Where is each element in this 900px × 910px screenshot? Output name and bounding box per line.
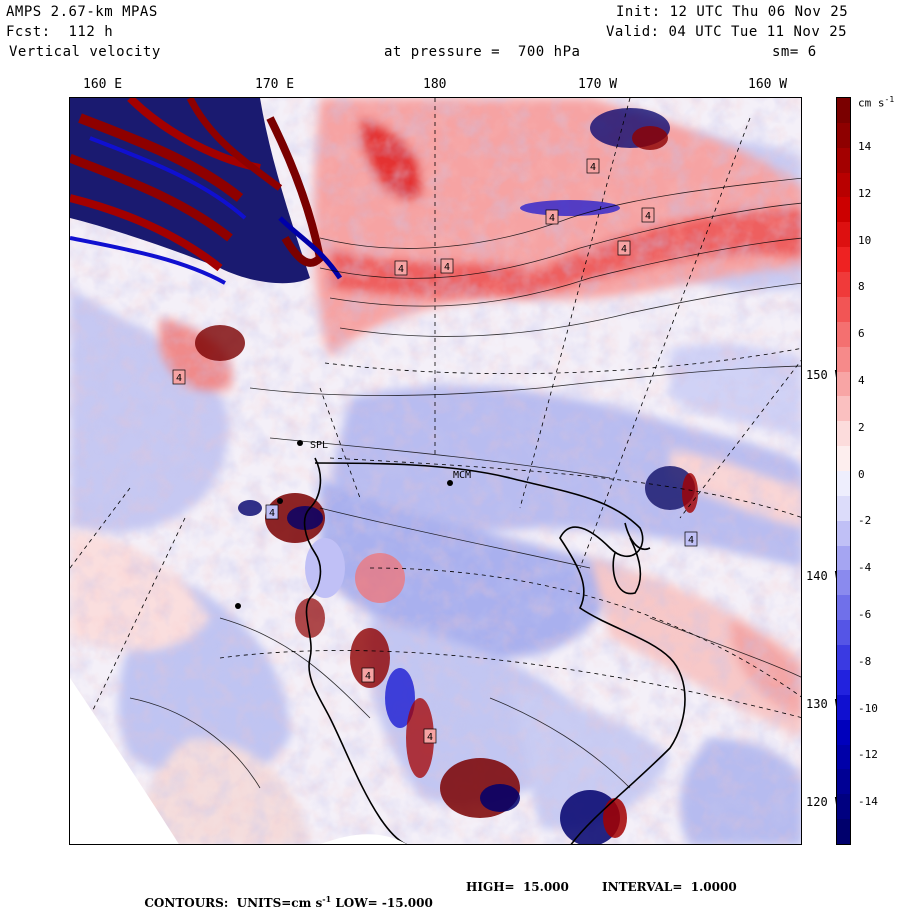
colorbar-segment xyxy=(837,446,850,472)
svg-text:4: 4 xyxy=(590,162,596,173)
graticule-lines xyxy=(70,98,801,759)
colorbar-segment xyxy=(837,744,850,770)
colorbar-segment xyxy=(837,545,850,571)
station-markers: MCM SPL xyxy=(235,440,471,609)
field-name: Vertical velocity xyxy=(9,44,161,60)
init-time: Init: 12 UTC Thu 06 Nov 25 xyxy=(616,4,849,20)
no-data-region xyxy=(70,788,148,844)
station-dot xyxy=(447,480,453,486)
colorbar-segment xyxy=(837,147,850,174)
colorbar-segment xyxy=(837,222,850,248)
colorbar-tick-label: 14 xyxy=(858,140,872,153)
pressure-level: at pressure = 700 hPa xyxy=(384,44,581,60)
footer-interval: INTERVAL= 1.0000 xyxy=(602,880,737,894)
colorbar-segment xyxy=(837,669,850,696)
colorbar-segment xyxy=(837,396,850,422)
lat-label-130w: 130 W xyxy=(806,697,843,711)
no-data-region xyxy=(320,834,407,844)
colorbar-segment xyxy=(837,495,850,522)
station-label-spl: SPL xyxy=(310,440,328,451)
colorbar-segment xyxy=(837,471,850,497)
lon-label-170w: 170 W xyxy=(578,77,618,92)
model-title: AMPS 2.67-km MPAS xyxy=(6,4,158,20)
lon-label-180: 180 xyxy=(423,77,447,92)
forecast-hour: Fcst: 112 h xyxy=(6,24,114,40)
lat-label-140w: 140 W xyxy=(806,569,843,583)
colorbar-segment xyxy=(837,421,850,447)
colorbar-segment xyxy=(837,794,850,820)
colorbar-segment xyxy=(837,272,850,298)
colorbar-segment xyxy=(837,645,850,671)
station-dot xyxy=(277,498,283,504)
colorbar-segment xyxy=(837,570,850,596)
colorbar-tick-label: 12 xyxy=(858,186,872,200)
contour-value-labels: 4 4 4 4 4 4 4 4 4 4 4 xyxy=(172,158,698,744)
svg-text:4: 4 xyxy=(269,508,275,519)
colorbar-segment xyxy=(837,620,850,646)
smoothing-value: sm= 6 xyxy=(772,44,817,60)
coastlines xyxy=(303,457,686,844)
colorbar-tick-label: 6 xyxy=(858,327,865,341)
colorbar-segment xyxy=(837,321,850,348)
colorbar xyxy=(836,97,851,845)
svg-text:4: 4 xyxy=(444,262,450,273)
svg-text:4: 4 xyxy=(621,244,627,255)
colorbar-units: cm s-1 xyxy=(858,95,895,110)
svg-text:4: 4 xyxy=(688,535,694,546)
colorbar-tick-label: -6 xyxy=(858,608,872,621)
colorbar-segment xyxy=(837,247,850,273)
colorbar-segment xyxy=(837,296,850,323)
transantarctic-wave-bands xyxy=(70,98,343,285)
colorbar-tick-label: -10 xyxy=(858,701,878,715)
lat-label-120w: 120 W xyxy=(806,795,843,809)
colorbar-tick-label: -14 xyxy=(858,795,878,809)
colorbar-segment xyxy=(837,719,850,746)
colorbar-segment xyxy=(837,595,850,621)
colorbar-tick-label: 8 xyxy=(858,280,865,294)
svg-text:4: 4 xyxy=(176,373,182,384)
colorbar-segment xyxy=(837,172,850,198)
svg-text:4: 4 xyxy=(365,671,371,682)
svg-text:4: 4 xyxy=(549,213,555,224)
colorbar-segment xyxy=(837,346,850,373)
lon-label-160e: 160 E xyxy=(83,77,123,92)
lon-label-170e: 170 E xyxy=(255,77,295,92)
colorbar-tick-label: 4 xyxy=(858,374,865,387)
station-dot xyxy=(235,603,241,609)
colorbar-segment xyxy=(837,122,850,149)
station-dot xyxy=(297,440,303,446)
map-plot: MCM SPL 4 4 4 4 4 4 4 4 4 4 4 xyxy=(69,97,802,845)
footer-contours: CONTOURS: UNITS=cm s-1 LOW= -15.000 xyxy=(144,894,433,910)
valid-time: Valid: 04 UTC Tue 11 Nov 25 xyxy=(606,24,848,40)
colorbar-tick-label: -12 xyxy=(858,748,878,762)
contour-lines xyxy=(129,177,801,789)
colorbar-tick-label: 2 xyxy=(858,420,865,434)
colorbar-segment xyxy=(837,371,850,397)
svg-text:4: 4 xyxy=(427,732,433,743)
no-data-region xyxy=(70,678,179,844)
colorbar-tick-label: -4 xyxy=(858,561,872,575)
colorbar-segment xyxy=(837,769,850,795)
colorbar-segment xyxy=(837,197,850,223)
svg-text:4: 4 xyxy=(398,264,404,275)
footer-high: HIGH= 15.000 xyxy=(466,880,569,894)
colorbar-tick-label: -2 xyxy=(858,514,872,528)
svg-text:4: 4 xyxy=(645,211,651,222)
colorbar-tick-label: 10 xyxy=(858,233,872,247)
colorbar-segment xyxy=(837,819,850,845)
vertical-velocity-field: MCM SPL 4 4 4 4 4 4 4 4 4 4 4 xyxy=(70,98,801,844)
colorbar-tick-label: 0 xyxy=(858,467,865,481)
colorbar-segment xyxy=(837,98,850,124)
colorbar-segment xyxy=(837,520,850,547)
lon-label-160w: 160 W xyxy=(748,77,788,92)
colorbar-tick-label: -8 xyxy=(858,654,872,668)
colorbar-segment xyxy=(837,694,850,721)
lat-label-150w: 150 W xyxy=(806,368,843,382)
station-label-mcm: MCM xyxy=(453,470,471,481)
